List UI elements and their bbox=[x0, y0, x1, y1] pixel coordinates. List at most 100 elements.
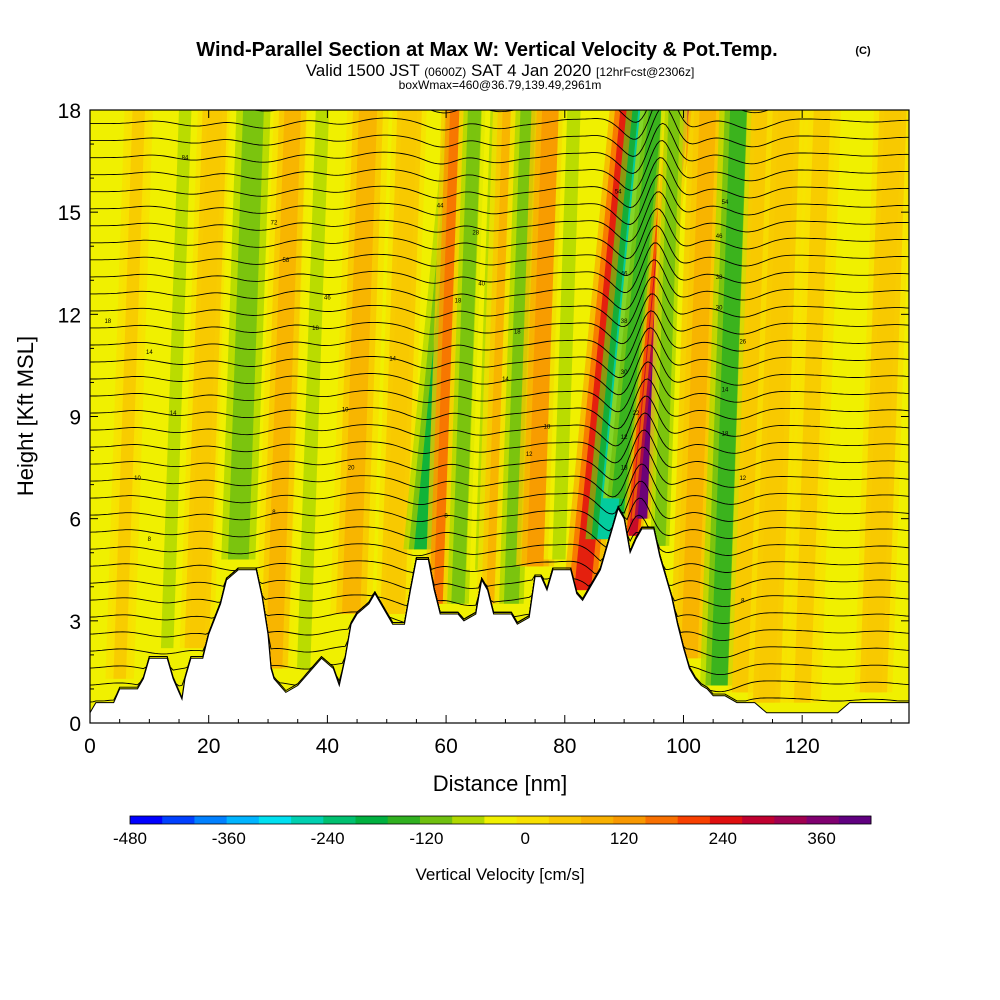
colorbar: -480 -360 -240 -120 0 120 240 360 bbox=[113, 815, 872, 848]
isentrope-line bbox=[90, 310, 909, 362]
isentrope-label: 14 bbox=[146, 350, 153, 356]
isentrope-label: 10 bbox=[342, 408, 349, 414]
colorbar-swatch bbox=[613, 816, 646, 824]
subtitle-forecast: [12hrFcst@2306z] bbox=[596, 65, 694, 79]
isentrope-line bbox=[90, 173, 909, 225]
colorbar-tick-label: 240 bbox=[709, 829, 737, 848]
isentrope-label: 26 bbox=[739, 340, 746, 346]
isentrope-line bbox=[90, 276, 909, 328]
isentrope-label: 18 bbox=[514, 329, 521, 335]
y-tick-label: 12 bbox=[58, 304, 81, 327]
subtitle-utc: (0600Z) bbox=[424, 65, 466, 79]
colorbar-swatch bbox=[162, 816, 195, 824]
isentrope-label: 14 bbox=[389, 357, 396, 363]
colorbar-swatch bbox=[484, 816, 518, 824]
colorbar-swatch bbox=[323, 816, 356, 824]
isentrope-label: 54 bbox=[615, 190, 622, 196]
velocity-band bbox=[865, 110, 902, 693]
isentrope-label: 46 bbox=[716, 234, 723, 240]
isentrope-line bbox=[90, 446, 909, 498]
isentrope-line bbox=[90, 505, 909, 574]
isentrope-label: 8 bbox=[444, 513, 448, 519]
velocity-band bbox=[611, 110, 663, 499]
y-tick-label: 15 bbox=[58, 202, 81, 225]
chart-subtitle: Valid 1500 JST (0600Z) SAT 4 Jan 2020 [1… bbox=[306, 61, 695, 80]
isentrope-line bbox=[90, 157, 909, 208]
x-tick-label: 120 bbox=[785, 735, 820, 758]
isentrope-line bbox=[90, 429, 909, 481]
y-tick-label: 3 bbox=[69, 611, 81, 634]
y-tick-label: 6 bbox=[69, 509, 81, 532]
y-tick-label: 0 bbox=[69, 713, 81, 736]
isentrope-line bbox=[90, 122, 909, 174]
isentrope-label: 18 bbox=[104, 319, 111, 325]
velocity-band bbox=[793, 110, 831, 703]
colorbar-swatch bbox=[258, 816, 292, 824]
chart-title-mark: (C) bbox=[855, 45, 871, 57]
isentrope-label: 20 bbox=[348, 466, 355, 472]
isentrope-line bbox=[90, 497, 909, 549]
colorbar-swatch bbox=[806, 816, 840, 824]
isentrope-label: 18 bbox=[455, 299, 462, 305]
chart-title: Wind-Parallel Section at Max W: Vertical… bbox=[196, 39, 777, 61]
isentrope-line bbox=[90, 480, 909, 532]
isentrope-label: 72 bbox=[271, 220, 278, 226]
isentrope-line bbox=[90, 505, 909, 562]
velocity-band bbox=[653, 110, 681, 546]
isentrope-label: 30 bbox=[621, 370, 628, 376]
colorbar-swatch bbox=[226, 816, 260, 824]
velocity-field bbox=[105, 110, 909, 703]
x-tick-label: 0 bbox=[84, 735, 96, 758]
isentrope-line bbox=[90, 110, 909, 157]
isentrope-label: 8 bbox=[272, 510, 276, 516]
isentrope-label: 14 bbox=[502, 377, 509, 383]
velocity-band bbox=[265, 110, 302, 669]
isentrope-label: 28 bbox=[472, 231, 479, 237]
colorbar-tick-label: 360 bbox=[807, 829, 835, 848]
colorbar-swatch bbox=[130, 816, 163, 824]
velocity-band bbox=[736, 110, 770, 693]
isentrope-label: 44 bbox=[437, 203, 444, 209]
subtitle-date: SAT 4 Jan 2020 bbox=[471, 61, 591, 80]
velocity-band bbox=[681, 110, 717, 659]
x-tick-label: 40 bbox=[316, 735, 339, 758]
velocity-band bbox=[189, 110, 223, 649]
colorbar-swatch bbox=[194, 816, 228, 824]
isentrope-label: 18 bbox=[722, 432, 729, 438]
y-axis: 0 3 6 9 12 15 18 bbox=[58, 100, 909, 736]
isentrope-label: 14 bbox=[170, 411, 177, 417]
isentrope-line bbox=[90, 327, 909, 379]
isentrope-line bbox=[90, 378, 909, 430]
isentrope-line bbox=[90, 395, 909, 447]
colorbar-swatch bbox=[291, 816, 324, 824]
isentrope-line bbox=[90, 242, 909, 293]
isentrope-label: 46 bbox=[621, 271, 628, 277]
colorbar-swatch bbox=[355, 816, 389, 824]
isentrope-label: 40 bbox=[478, 282, 485, 288]
y-tick-label: 18 bbox=[58, 100, 81, 123]
isentrope-label: 18 bbox=[621, 466, 628, 472]
isentrope-label: 10 bbox=[134, 476, 141, 482]
isentrope-line bbox=[90, 225, 909, 276]
isentrope-label: 18 bbox=[544, 425, 551, 431]
isentrope-line bbox=[90, 293, 909, 345]
isentrope-label: 8 bbox=[741, 598, 745, 604]
isentrope-label: 8 bbox=[148, 537, 152, 543]
y-axis-label: Height [Kft MSL] bbox=[13, 336, 38, 496]
colorbar-swatch bbox=[548, 816, 582, 824]
isentrope-line bbox=[90, 344, 909, 396]
velocity-band bbox=[526, 110, 559, 567]
x-tick-label: 100 bbox=[666, 735, 701, 758]
colorbar-tick-label: -360 bbox=[212, 829, 246, 848]
isentrope-line bbox=[90, 505, 909, 590]
colorbar-swatch bbox=[709, 816, 743, 824]
velocity-band bbox=[227, 110, 264, 560]
colorbar-swatch bbox=[419, 816, 453, 824]
colorbar-swatch bbox=[452, 816, 485, 824]
y-tick-label: 9 bbox=[69, 407, 81, 430]
velocity-band bbox=[113, 110, 145, 679]
colorbar-swatch bbox=[387, 816, 421, 824]
colorbar-frame bbox=[129, 815, 872, 825]
velocity-band bbox=[341, 110, 378, 615]
